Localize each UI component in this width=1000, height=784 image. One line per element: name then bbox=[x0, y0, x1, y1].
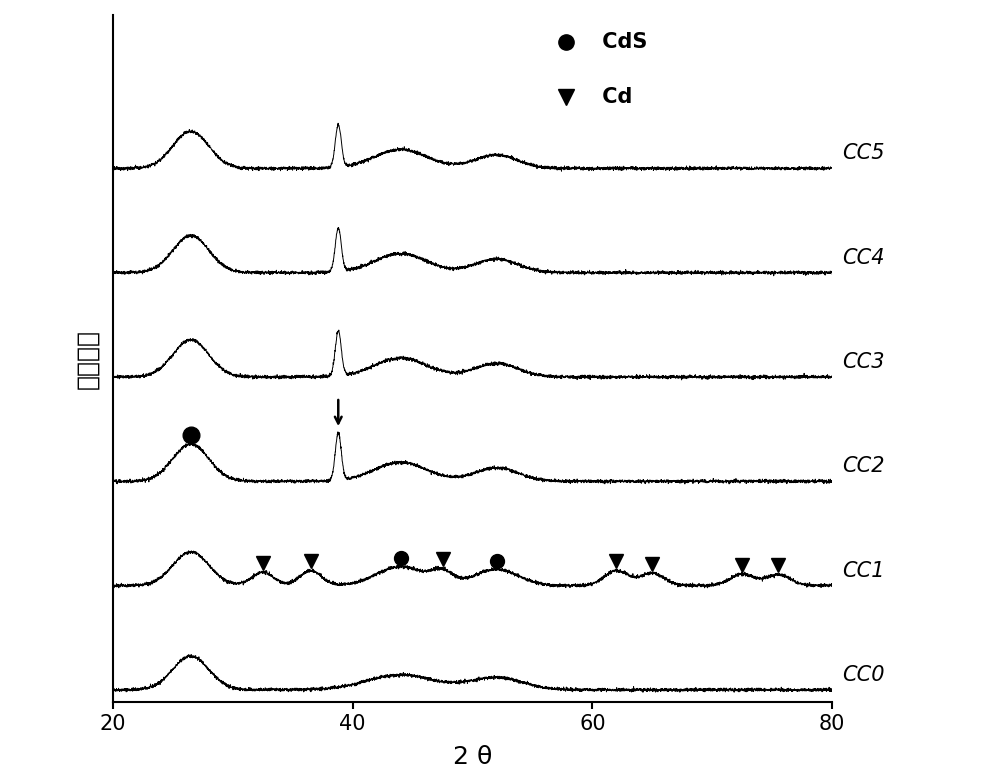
Text: CC2: CC2 bbox=[842, 456, 884, 477]
Text: CC3: CC3 bbox=[842, 352, 884, 372]
Text: CC0: CC0 bbox=[842, 665, 884, 685]
Text: CdS: CdS bbox=[595, 32, 647, 53]
Text: CC5: CC5 bbox=[842, 143, 884, 163]
Text: CC4: CC4 bbox=[842, 248, 884, 268]
Text: Cd: Cd bbox=[595, 88, 632, 107]
Text: CC1: CC1 bbox=[842, 561, 884, 581]
Y-axis label: 累计强度: 累计强度 bbox=[75, 328, 99, 389]
X-axis label: 2 θ: 2 θ bbox=[453, 745, 492, 769]
